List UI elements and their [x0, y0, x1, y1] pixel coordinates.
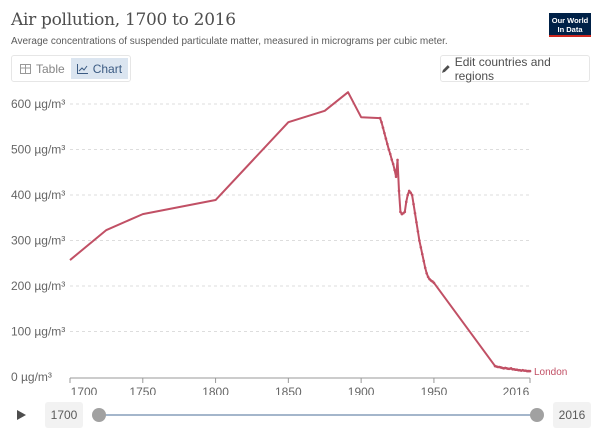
x-tick-label: 1900: [348, 385, 375, 395]
y-tick-label: 600 µg/m³: [11, 97, 65, 111]
data-point: [390, 158, 394, 161]
line-chart: 0 µg/m³ 100 µg/m³ 200 µg/m³ 300 µg/m³ 400 µg…: [11, 91, 567, 395]
data-point: [425, 271, 428, 275]
data-point: [415, 221, 418, 224]
y-tick-label: 0 µg/m³: [11, 370, 52, 384]
data-point: [396, 158, 399, 162]
end-year-box[interactable]: 2016: [553, 402, 591, 428]
timeline-end-handle[interactable]: [530, 408, 544, 422]
owid-logo[interactable]: Our World In Data: [549, 13, 591, 37]
line-chart-icon: [76, 63, 88, 74]
x-tick-label: 1950: [421, 385, 448, 395]
data-point: [391, 162, 395, 166]
data-point: [407, 189, 411, 193]
x-tick-label: 1750: [129, 385, 156, 395]
data-point: [388, 152, 392, 156]
data-point: [378, 116, 382, 120]
data-point: [419, 246, 423, 249]
data-point: [397, 189, 401, 193]
play-button[interactable]: [8, 403, 34, 427]
x-tick-label: 1800: [202, 385, 229, 395]
data-point: [409, 191, 412, 195]
data-point: [416, 230, 420, 233]
data-point: [426, 275, 430, 279]
data-point: [404, 200, 408, 204]
y-tick-label: 300 µg/m³: [11, 234, 65, 248]
data-point: [412, 202, 415, 206]
y-tick-label: 100 µg/m³: [11, 325, 65, 339]
data-point: [387, 148, 391, 151]
tab-table[interactable]: Table: [14, 58, 71, 79]
view-tabs: Table Chart: [11, 55, 132, 82]
data-point: [423, 266, 427, 270]
start-year-box[interactable]: 1700: [45, 402, 83, 428]
chart-title: Air pollution, 1700 to 2016: [11, 10, 236, 30]
series-label-london: London: [534, 367, 567, 378]
data-point: [410, 193, 414, 197]
data-point: [393, 168, 396, 172]
tab-chart[interactable]: Chart: [70, 58, 129, 79]
table-icon: [20, 63, 31, 74]
x-tick-label: 2016: [503, 385, 530, 395]
data-point: [394, 175, 398, 179]
data-point: [420, 252, 424, 256]
data-point: [381, 126, 385, 129]
chart-subtitle: Average concentrations of suspended part…: [11, 36, 448, 47]
data-point: [418, 239, 421, 242]
y-tick-label: 200 µg/m³: [11, 279, 65, 293]
tab-table-label: Table: [36, 61, 65, 76]
data-point: [413, 211, 417, 215]
data-point: [406, 193, 410, 197]
y-tick-label: 500 µg/m³: [11, 143, 65, 157]
data-point: [384, 137, 388, 140]
data-point: [399, 210, 402, 214]
data-point: [380, 120, 383, 124]
timeline-start-handle[interactable]: [92, 408, 106, 422]
data-point: [422, 259, 426, 263]
edit-countries-label: Edit countries and regions: [454, 54, 551, 83]
data-point: [403, 210, 407, 214]
x-tick-label: 1700: [71, 385, 98, 395]
pencil-icon: [441, 64, 450, 73]
edit-countries-button[interactable]: Edit countries and regions: [440, 54, 590, 83]
play-icon: [16, 410, 26, 420]
y-tick-label: 400 µg/m³: [11, 188, 65, 202]
tab-chart-label: Chart: [92, 61, 123, 76]
data-point: [528, 369, 532, 373]
data-point: [386, 142, 389, 146]
data-point: [383, 131, 386, 135]
data-point: [432, 281, 436, 285]
series-line-london: [69, 91, 530, 373]
x-tick-label: 1850: [275, 385, 302, 395]
timeline-track[interactable]: [98, 414, 538, 416]
